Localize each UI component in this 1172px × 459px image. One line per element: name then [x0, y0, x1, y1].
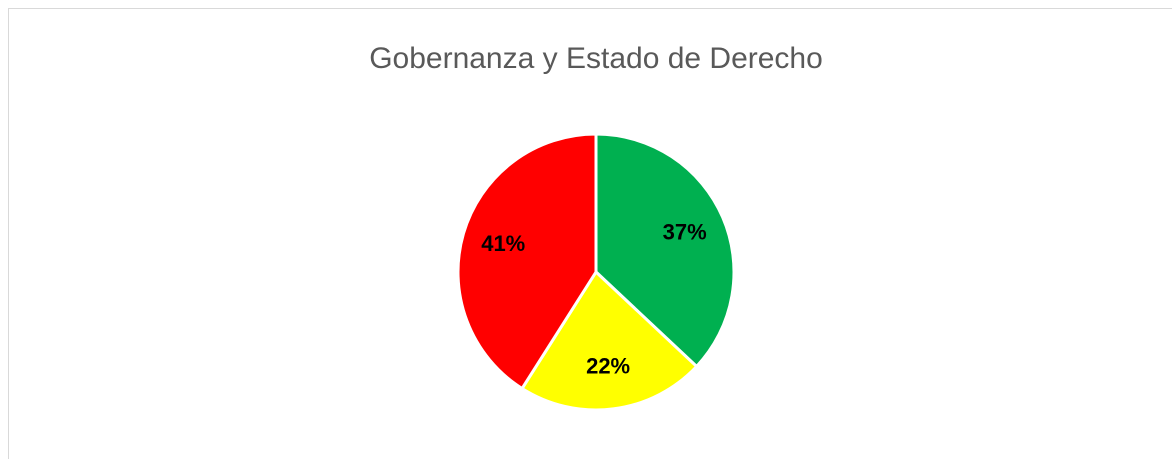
data-label: 22% [586, 354, 630, 379]
chart-title: Gobernanza y Estado de Derecho [369, 42, 823, 75]
data-label: 37% [663, 219, 707, 244]
pie-slice [519, 269, 699, 412]
data-label: 41% [481, 231, 525, 256]
pie-slice [456, 132, 598, 391]
pie-slice [594, 132, 736, 369]
